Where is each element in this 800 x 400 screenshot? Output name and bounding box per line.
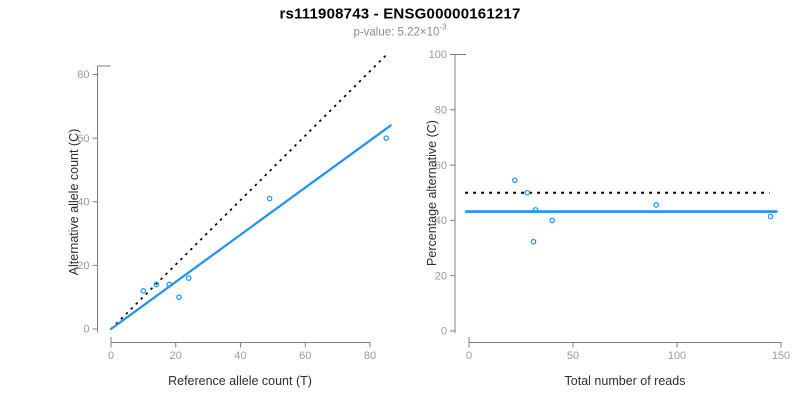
left-plot-x-axis-title: Reference allele count (T) — [168, 374, 312, 388]
pvalue-exponent: -3 — [439, 22, 447, 32]
y-tick-label: 40 — [435, 215, 447, 227]
data-point — [767, 213, 774, 220]
data-point — [140, 288, 147, 294]
y-tick-label: 60 — [77, 133, 89, 145]
data-point — [653, 202, 660, 208]
data-point — [530, 238, 537, 245]
data-point — [176, 294, 182, 300]
x-tick-label: 50 — [567, 350, 579, 362]
plot-percentage-alternative: 0 50 100 150 0 20 40 60 80 100 — [429, 49, 791, 362]
data-point — [549, 217, 556, 224]
x-tick-label: 40 — [234, 350, 246, 362]
plot-allele-counts-points — [140, 135, 389, 300]
plot-percentage-alternative-y-axis — [450, 54, 466, 333]
y-tick-label: 0 — [83, 324, 89, 336]
fit-line — [109, 124, 392, 331]
data-point — [266, 195, 273, 202]
y-tick-label: 80 — [435, 105, 447, 117]
identity-line — [110, 55, 387, 330]
plot-percentage-alternative-x-axis — [468, 337, 782, 348]
x-tick-label: 0 — [466, 350, 472, 362]
data-point — [166, 281, 173, 288]
data-point — [383, 135, 389, 141]
y-tick-label: 100 — [429, 49, 447, 61]
plot-allele-counts: 0 20 40 60 80 0 20 40 60 80 — [77, 55, 392, 362]
x-tick-label: 20 — [170, 350, 182, 362]
y-tick-label: 20 — [77, 260, 89, 272]
left-plot-y-axis-title: Alternative allele count (C) — [67, 128, 81, 276]
y-tick-label: 0 — [441, 326, 447, 338]
x-tick-label: 100 — [668, 350, 686, 362]
x-tick-label: 60 — [299, 350, 311, 362]
data-point — [532, 207, 539, 213]
x-tick-label: 0 — [108, 350, 114, 362]
y-tick-label: 20 — [435, 270, 447, 282]
y-tick-label: 80 — [77, 69, 89, 81]
plot-allele-counts-x-axis — [110, 337, 371, 348]
x-tick-label: 150 — [772, 350, 790, 362]
plot-allele-counts-y-axis — [92, 65, 111, 333]
right-plot-y-axis-title: Percentage alternative (C) — [425, 120, 439, 266]
data-point — [185, 275, 192, 281]
y-tick-label: 40 — [77, 196, 89, 208]
y-tick-label: 60 — [435, 160, 447, 172]
page-subtitle: p-value: 5.22×10-3 — [353, 22, 447, 39]
right-plot-x-axis-title: Total number of reads — [564, 374, 686, 388]
data-point — [511, 177, 518, 184]
page-title: rs111908743 - ENSG00000161217 — [279, 5, 521, 23]
pvalue-text: p-value: 5.22×10 — [353, 26, 440, 39]
data-point — [524, 189, 531, 196]
x-tick-label: 80 — [364, 350, 376, 362]
data-point — [153, 281, 160, 288]
plot-percentage-alternative-points — [511, 177, 774, 245]
